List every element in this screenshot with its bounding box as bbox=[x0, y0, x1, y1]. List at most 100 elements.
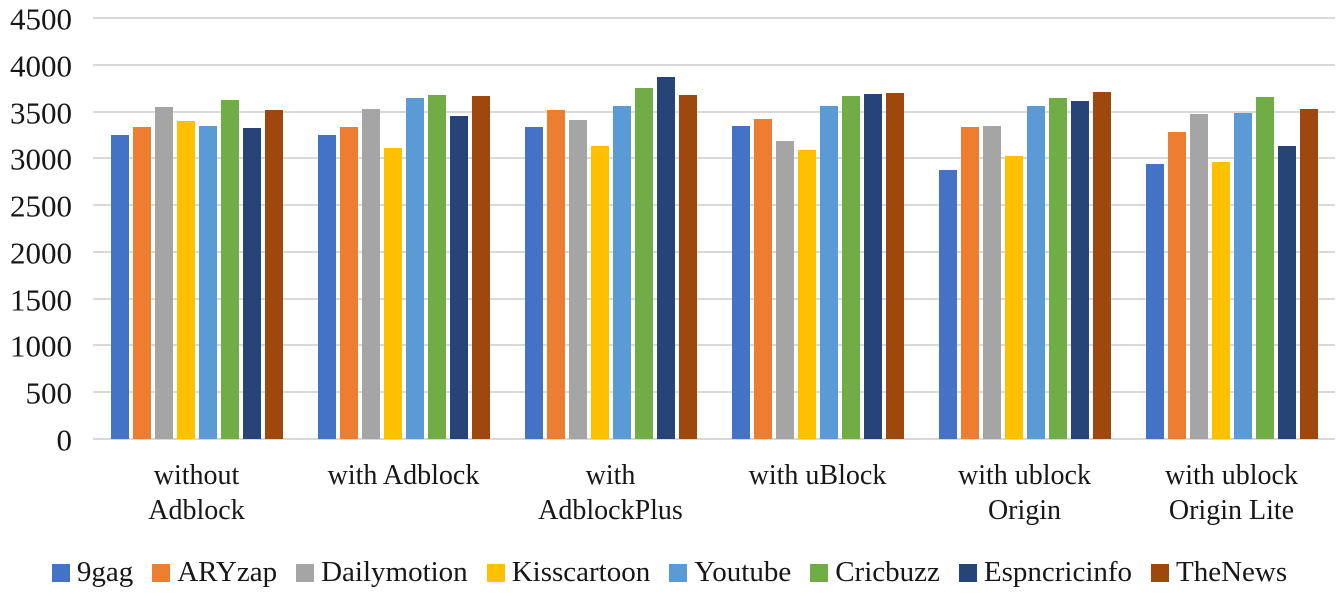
bar-youtube bbox=[612, 105, 631, 439]
gridline bbox=[93, 438, 1335, 440]
legend-label: Youtube bbox=[694, 556, 792, 588]
bar-espncricinfo bbox=[242, 128, 261, 439]
bar-aryzap bbox=[132, 126, 151, 439]
gridline bbox=[93, 157, 1335, 160]
legend-label: Dailymotion bbox=[321, 556, 468, 588]
gridline bbox=[93, 391, 1335, 394]
bar-youtube bbox=[1026, 105, 1045, 439]
legend-swatch-icon bbox=[958, 563, 977, 582]
bar-espncricinfo bbox=[1277, 146, 1296, 439]
legend-swatch-icon bbox=[152, 563, 171, 582]
bar-thenews bbox=[1299, 108, 1318, 439]
legend-swatch-icon bbox=[810, 563, 829, 582]
bar-cricbuzz bbox=[841, 95, 860, 439]
x-category-label: with uBlock bbox=[748, 460, 887, 491]
legend-label: Kisscartoon bbox=[511, 556, 651, 588]
bar-9gag bbox=[731, 125, 750, 439]
x-category-label: with ublock Origin Lite bbox=[1165, 460, 1298, 526]
bar-thenews bbox=[471, 95, 490, 439]
bar-espncricinfo bbox=[1070, 101, 1089, 439]
bar-9gag bbox=[1145, 163, 1164, 439]
bar-kisscartoon bbox=[1004, 156, 1023, 439]
x-category-label: with AdblockPlus bbox=[538, 460, 683, 526]
bar-group bbox=[921, 18, 1128, 439]
legend-label: Espncricinfo bbox=[983, 556, 1133, 588]
bar-thenews bbox=[885, 92, 904, 439]
bar-dailymotion bbox=[775, 140, 794, 439]
y-tick-label: 3000 bbox=[10, 141, 72, 177]
bar-dailymotion bbox=[361, 108, 380, 439]
bar-9gag bbox=[938, 169, 957, 439]
legend-item-cricbuzz: Cricbuzz bbox=[810, 556, 940, 589]
bar-kisscartoon bbox=[797, 149, 816, 439]
bar-kisscartoon bbox=[383, 148, 402, 439]
bar-dailymotion bbox=[568, 119, 587, 439]
legend-swatch-icon bbox=[1151, 563, 1170, 582]
y-tick-label: 4000 bbox=[10, 48, 72, 84]
bar-aryzap bbox=[1167, 132, 1186, 439]
y-tick-label: 500 bbox=[25, 375, 73, 411]
bar-9gag bbox=[524, 127, 543, 439]
bar-9gag bbox=[317, 134, 336, 439]
bar-group bbox=[300, 18, 507, 439]
gridline bbox=[93, 63, 1335, 66]
bar-group bbox=[507, 18, 714, 439]
gridline bbox=[93, 204, 1335, 207]
gridline bbox=[93, 110, 1335, 113]
bar-cricbuzz bbox=[220, 100, 239, 439]
gridline bbox=[93, 297, 1335, 300]
gridline bbox=[93, 250, 1335, 253]
x-category-label: without Adblock bbox=[148, 460, 245, 526]
legend-swatch-icon bbox=[51, 563, 70, 582]
x-category-label: with ublock Origin bbox=[958, 460, 1091, 526]
legend-item-espncricinfo: Espncricinfo bbox=[958, 556, 1133, 589]
bar-dailymotion bbox=[154, 106, 173, 439]
legend-item-9gag: 9gag bbox=[51, 556, 134, 589]
bar-aryzap bbox=[339, 126, 358, 439]
bar-cricbuzz bbox=[1255, 96, 1274, 439]
legend-item-youtube: Youtube bbox=[669, 556, 791, 589]
legend-label: ARYzap bbox=[177, 556, 278, 588]
bar-cricbuzz bbox=[634, 88, 653, 439]
y-tick-label: 2000 bbox=[10, 235, 72, 271]
legend-swatch-icon bbox=[486, 563, 505, 582]
bar-thenews bbox=[678, 94, 697, 439]
bar-espncricinfo bbox=[656, 76, 675, 439]
bar-kisscartoon bbox=[1211, 162, 1230, 439]
legend: 9gag ARYzap Dailymotion Kisscartoon Youtube C… bbox=[0, 556, 1339, 589]
legend-label: TheNews bbox=[1176, 556, 1288, 588]
bar-espncricinfo bbox=[863, 93, 882, 439]
legend-item-thenews: TheNews bbox=[1151, 556, 1287, 589]
bar-group bbox=[1128, 18, 1335, 439]
bar-9gag bbox=[110, 134, 129, 439]
bar-youtube bbox=[198, 125, 217, 439]
bar-thenews bbox=[264, 109, 283, 439]
legend-item-dailymotion: Dailymotion bbox=[296, 556, 468, 589]
bar-youtube bbox=[819, 105, 838, 439]
bar-cricbuzz bbox=[427, 94, 446, 439]
legend-item-kisscartoon: Kisscartoon bbox=[486, 556, 651, 589]
y-tick-label: 1000 bbox=[10, 328, 72, 364]
y-tick-label: 2500 bbox=[10, 188, 72, 224]
legend-item-aryzap: ARYzap bbox=[152, 556, 277, 589]
y-tick-label: 0 bbox=[56, 422, 73, 458]
bar-youtube bbox=[1233, 113, 1252, 439]
bar-thenews bbox=[1092, 91, 1111, 439]
y-tick-label: 4500 bbox=[10, 1, 72, 37]
bar-dailymotion bbox=[1189, 114, 1208, 439]
gridline bbox=[93, 344, 1335, 347]
bar-espncricinfo bbox=[449, 116, 468, 439]
y-tick-label: 3500 bbox=[10, 95, 72, 131]
legend-label: 9gag bbox=[76, 556, 134, 588]
gridline bbox=[93, 17, 1335, 19]
bar-kisscartoon bbox=[176, 120, 195, 439]
bar-youtube bbox=[405, 98, 424, 439]
legend-swatch-icon bbox=[669, 563, 688, 582]
bar-aryzap bbox=[753, 119, 772, 439]
legend-label: Cricbuzz bbox=[835, 556, 940, 588]
bar-group bbox=[93, 18, 300, 439]
bar-aryzap bbox=[960, 127, 979, 439]
bar-kisscartoon bbox=[590, 146, 609, 439]
bar-aryzap bbox=[546, 109, 565, 439]
